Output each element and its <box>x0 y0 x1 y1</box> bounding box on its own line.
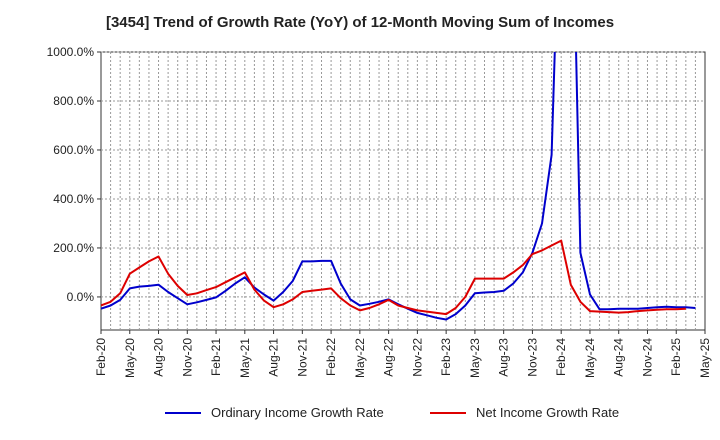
legend-label-net: Net Income Growth Rate <box>476 405 620 420</box>
x-tick-label: May-23 <box>468 338 482 378</box>
y-axis-ticks: 0.0% 200.0% 400.0% 600.0% 800.0% 1000.0% <box>47 45 101 304</box>
y-tick-label: 800.0% <box>53 94 94 108</box>
x-tick-label: May-20 <box>123 338 137 378</box>
series-line-ordinary <box>101 52 696 321</box>
x-tick-label: Feb-23 <box>439 338 453 376</box>
legend-swatch-net <box>430 411 466 414</box>
legend-item-net: Net Income Growth Rate <box>430 405 619 420</box>
legend-swatch-ordinary <box>165 411 201 414</box>
x-tick-label: Feb-20 <box>94 338 108 376</box>
x-tick-label: Nov-23 <box>525 338 539 377</box>
x-tick-label: Aug-21 <box>267 338 281 377</box>
series-lines <box>101 52 696 321</box>
x-tick-label: Feb-25 <box>669 338 683 376</box>
x-tick-label: May-24 <box>583 338 597 378</box>
x-tick-label: Aug-23 <box>497 338 511 377</box>
x-tick-label: Nov-20 <box>180 338 194 377</box>
x-tick-label: Aug-20 <box>152 338 166 377</box>
x-tick-label: Nov-21 <box>295 338 309 377</box>
chart-title: [3454] Trend of Growth Rate (YoY) of 12-… <box>105 14 615 31</box>
y-tick-label: 600.0% <box>53 143 94 157</box>
y-tick-label: 200.0% <box>53 241 94 255</box>
x-axis-ticks: Feb-20 May-20 Aug-20 Nov-20 Feb-21 May-21 Aug-… <box>94 330 712 378</box>
series-line-net <box>101 239 686 316</box>
x-tick-label: May-25 <box>698 338 712 378</box>
y-tick-label: 400.0% <box>53 192 94 206</box>
x-tick-label: Feb-22 <box>324 338 338 376</box>
y-tick-label: 1000.0% <box>47 45 95 59</box>
plot-area <box>100 51 706 331</box>
legend-label-ordinary: Ordinary Income Growth Rate <box>211 405 384 420</box>
x-tick-label: Aug-24 <box>612 338 626 377</box>
x-tick-label: May-22 <box>353 338 367 378</box>
y-tick-label: 0.0% <box>67 290 95 304</box>
x-tick-label: Feb-21 <box>209 338 223 376</box>
legend-item-ordinary: Ordinary Income Growth Rate <box>165 405 384 420</box>
x-tick-label: Nov-22 <box>410 338 424 377</box>
legend: Ordinary Income Growth Rate Net Income G… <box>0 405 720 425</box>
x-tick-label: Feb-24 <box>554 338 568 376</box>
x-tick-label: Aug-22 <box>382 338 396 377</box>
grid-lines <box>101 51 705 330</box>
x-tick-label: May-21 <box>238 338 252 378</box>
x-tick-label: Nov-24 <box>640 338 654 377</box>
